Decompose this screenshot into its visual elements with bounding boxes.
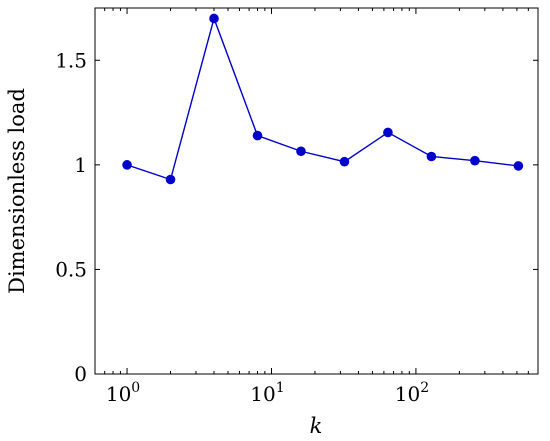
data-point [470, 155, 480, 166]
x-tick-label: 101 [250, 380, 284, 406]
y-tick-label: 0.5 [55, 257, 87, 281]
series-line [126, 16, 519, 181]
y-axis-label: Dimensionless load [5, 88, 29, 294]
x-tick-label-base: 10 [250, 382, 275, 406]
x-axis-label: k [310, 414, 323, 438]
y-tick-label: 1.5 [55, 48, 87, 72]
tick-marks [94, 8, 539, 375]
plot-area-frame [94, 7, 539, 375]
y-tick-label: 0 [74, 362, 87, 386]
data-point [252, 130, 263, 141]
data-point [339, 156, 350, 167]
data-point [383, 127, 393, 138]
data-point [426, 151, 437, 162]
x-tick-label-exponent: 0 [131, 380, 140, 396]
x-tick-label: 102 [395, 380, 429, 406]
x-tick-label: 100 [106, 380, 140, 406]
data-point [165, 174, 176, 185]
x-tick-label-exponent: 2 [420, 380, 429, 396]
data-point [122, 160, 132, 170]
data-point [296, 146, 306, 157]
x-tick-label-base: 10 [106, 382, 131, 406]
data-point [513, 161, 524, 171]
x-tick-label-exponent: 1 [276, 380, 285, 396]
x-tick-label-base: 10 [395, 382, 420, 406]
data-point [209, 13, 219, 24]
y-tick-label: 1 [74, 153, 87, 177]
data-series [122, 13, 524, 185]
